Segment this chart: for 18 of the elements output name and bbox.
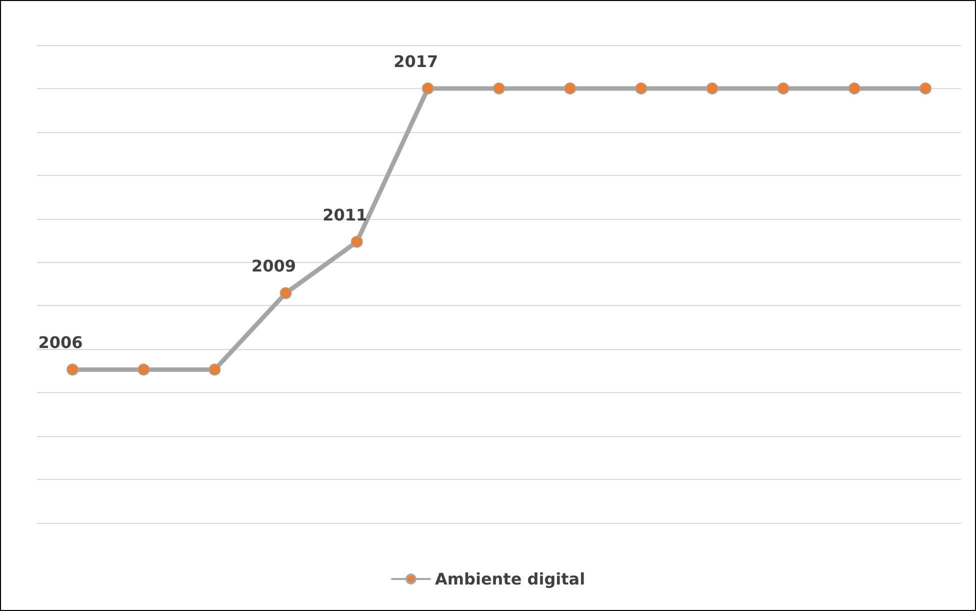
x-tick-label: 2006 <box>38 333 83 352</box>
point <box>564 82 576 94</box>
point <box>777 82 790 94</box>
x-tick-label: 2009 <box>252 256 296 276</box>
x-tick-label: 2011 <box>322 205 368 224</box>
point <box>66 364 79 376</box>
point <box>493 82 505 94</box>
point <box>208 364 221 376</box>
point <box>635 82 648 94</box>
point <box>706 82 718 94</box>
point <box>848 82 860 94</box>
point <box>280 287 292 300</box>
point <box>350 236 363 248</box>
legend-label: Ambiente digital <box>434 570 586 588</box>
x-tick-label: 2017 <box>394 52 438 71</box>
point <box>138 364 150 376</box>
point <box>422 82 434 94</box>
point <box>919 82 932 94</box>
